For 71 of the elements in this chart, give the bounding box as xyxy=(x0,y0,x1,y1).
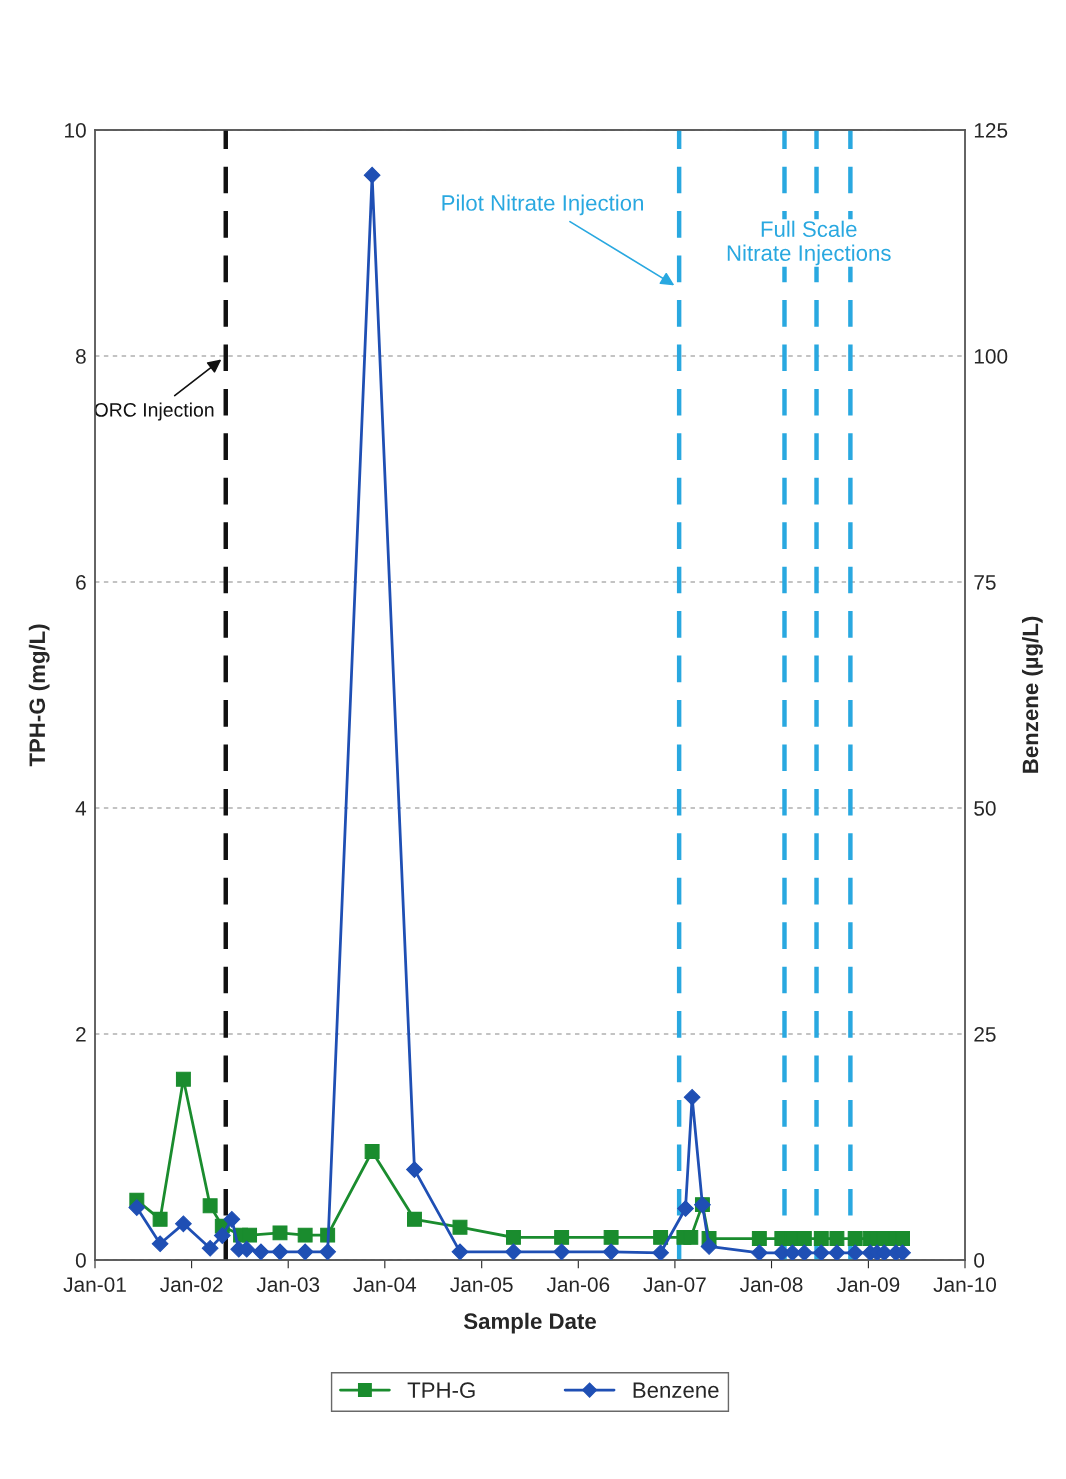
y2-tick-label: 75 xyxy=(974,575,996,590)
x-tick-label: Jan-09 xyxy=(836,1277,900,1292)
point xyxy=(213,1227,231,1244)
point xyxy=(553,1243,571,1260)
y-tick-label: 4 xyxy=(75,801,87,816)
point xyxy=(271,1243,289,1260)
point xyxy=(700,1238,718,1255)
point xyxy=(151,1235,169,1253)
x-tick-label: Jan-08 xyxy=(740,1277,803,1292)
point xyxy=(242,1227,258,1243)
y2-tick-label: 100 xyxy=(974,349,1008,364)
x-tick-label: Jan-07 xyxy=(643,1277,706,1292)
ref-line-label: Pilot Nitrate Injection xyxy=(442,194,643,216)
x-tick-label: Jan-05 xyxy=(450,1277,513,1292)
y-tick-label: 0 xyxy=(75,1253,86,1268)
y2-tick-label: 125 xyxy=(974,123,1008,138)
point xyxy=(201,1239,219,1257)
point xyxy=(813,1231,829,1246)
point xyxy=(452,1219,468,1235)
point xyxy=(297,1227,313,1243)
point xyxy=(603,1229,619,1245)
point xyxy=(128,1199,146,1216)
point xyxy=(846,1244,864,1260)
point xyxy=(364,1144,380,1159)
point xyxy=(407,1211,422,1227)
point xyxy=(812,1244,830,1260)
point xyxy=(828,1244,846,1260)
point xyxy=(683,1088,701,1106)
point xyxy=(505,1229,521,1245)
point xyxy=(296,1243,314,1260)
ref-line-label: Full Scale Nitrate Injections xyxy=(727,220,891,266)
x-tick-label: Jan-03 xyxy=(256,1277,320,1292)
point xyxy=(252,1243,270,1260)
point xyxy=(751,1231,767,1246)
x-tick-label: Jan-06 xyxy=(546,1277,610,1292)
point xyxy=(750,1244,768,1260)
point xyxy=(602,1243,620,1260)
y2-tick-label: 50 xyxy=(974,801,996,816)
legend-label: Benzene xyxy=(633,1382,719,1399)
point xyxy=(653,1229,669,1245)
point xyxy=(152,1211,168,1227)
legend-label: TPH-G xyxy=(407,1382,475,1399)
x-axis-title: Sample Date xyxy=(463,1312,596,1334)
point xyxy=(363,166,381,184)
y-tick-label: 10 xyxy=(65,123,86,138)
point xyxy=(202,1198,218,1214)
point xyxy=(829,1231,845,1246)
point xyxy=(683,1229,699,1245)
point xyxy=(175,1215,192,1233)
y-tick-label: 8 xyxy=(75,349,86,364)
point xyxy=(847,1231,863,1246)
y2-axis-title: Benzene (µg/L) xyxy=(1021,616,1043,773)
x-tick-label: Jan-04 xyxy=(353,1277,417,1292)
point xyxy=(223,1210,241,1228)
point xyxy=(652,1244,669,1260)
y-tick-label: 2 xyxy=(76,1027,86,1042)
x-tick-label: Jan-01 xyxy=(63,1277,126,1292)
point xyxy=(677,1200,694,1217)
point xyxy=(554,1229,570,1245)
point xyxy=(505,1243,522,1260)
x-tick-label: Jan-10 xyxy=(933,1277,997,1292)
point xyxy=(451,1243,469,1260)
y-axis-title: TPH-G (mg/L) xyxy=(28,624,50,767)
y-tick-label: 6 xyxy=(76,575,86,590)
point xyxy=(319,1243,337,1260)
point xyxy=(175,1071,191,1087)
y2-tick-label: 25 xyxy=(974,1027,996,1042)
x-tick-label: Jan-02 xyxy=(160,1277,223,1292)
point xyxy=(272,1225,288,1241)
y2-tick-label: 0 xyxy=(974,1253,985,1268)
point xyxy=(406,1161,423,1178)
